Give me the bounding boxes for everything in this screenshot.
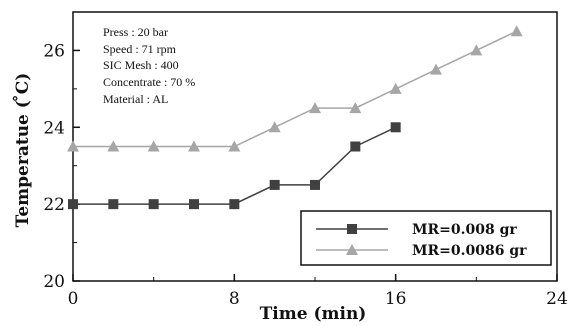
x-tick-label-0: 0 [68,289,79,309]
x-tick-label-3: 24 [546,289,568,309]
legend-box [300,210,552,266]
series-0-point-4 [229,199,240,210]
series-1-point-7 [349,102,362,114]
series-1-point-2 [147,140,160,152]
parameters-note: Press : 20 bar Speed : 71 rpm SIC Mesh :… [103,25,195,106]
series-1-point-11 [510,25,523,37]
legend-marker-mr0086 [346,244,358,255]
series-0-point-6 [310,179,320,190]
note-line-concentrate: Concentrate : 70 % [103,75,195,89]
y-axis-title: Temperatue ( ̊C) [12,73,33,228]
note-line-speed: Speed : 71 rpm [103,42,177,56]
series-1-point-6 [309,102,321,114]
series-1-point-9 [430,63,442,75]
y-tick-label-2: 24 [43,118,65,138]
series-0-point-2 [148,199,159,210]
series-0-point-3 [189,199,199,210]
series-line-0 [73,126,397,205]
series-1-point-5 [268,121,281,133]
tick-labels: 0 8 16 24 20 22 24 26 [43,41,567,309]
y-tick-label-1: 22 [43,195,65,215]
note-line-press: Press : 20 bar [103,25,168,39]
y-tick-label-3: 26 [43,41,65,61]
series-1-point-4 [228,140,241,152]
series-1-point-0 [67,140,79,152]
y-tick-label-0: 20 [43,272,65,292]
legend: MR=0.008 gr MR=0.0086 gr [300,210,552,266]
note-line-material: Material : AL [103,92,168,106]
legend-label-mr0086: MR=0.0086 gr [412,243,527,259]
series-0-point-0 [68,199,78,210]
data-series [67,25,523,210]
note-line-mesh: SIC Mesh : 400 [103,58,179,72]
series-0-point-7 [350,141,361,152]
x-axis-title: Time (min) [260,304,367,324]
series-0-point-1 [108,199,119,210]
x-tick-label-1: 8 [229,289,240,309]
series-1-point-10 [470,44,483,56]
legend-marker-mr008 [347,224,357,234]
series-0-point-5 [269,179,280,190]
series-line-1 [73,30,518,148]
series-0-point-8 [390,122,401,133]
x-tick-label-2: 16 [385,289,407,309]
series-1-point-3 [188,140,200,152]
series-1-point-8 [389,82,402,94]
series-1-point-1 [107,140,120,152]
legend-label-mr008: MR=0.008 gr [412,222,517,238]
